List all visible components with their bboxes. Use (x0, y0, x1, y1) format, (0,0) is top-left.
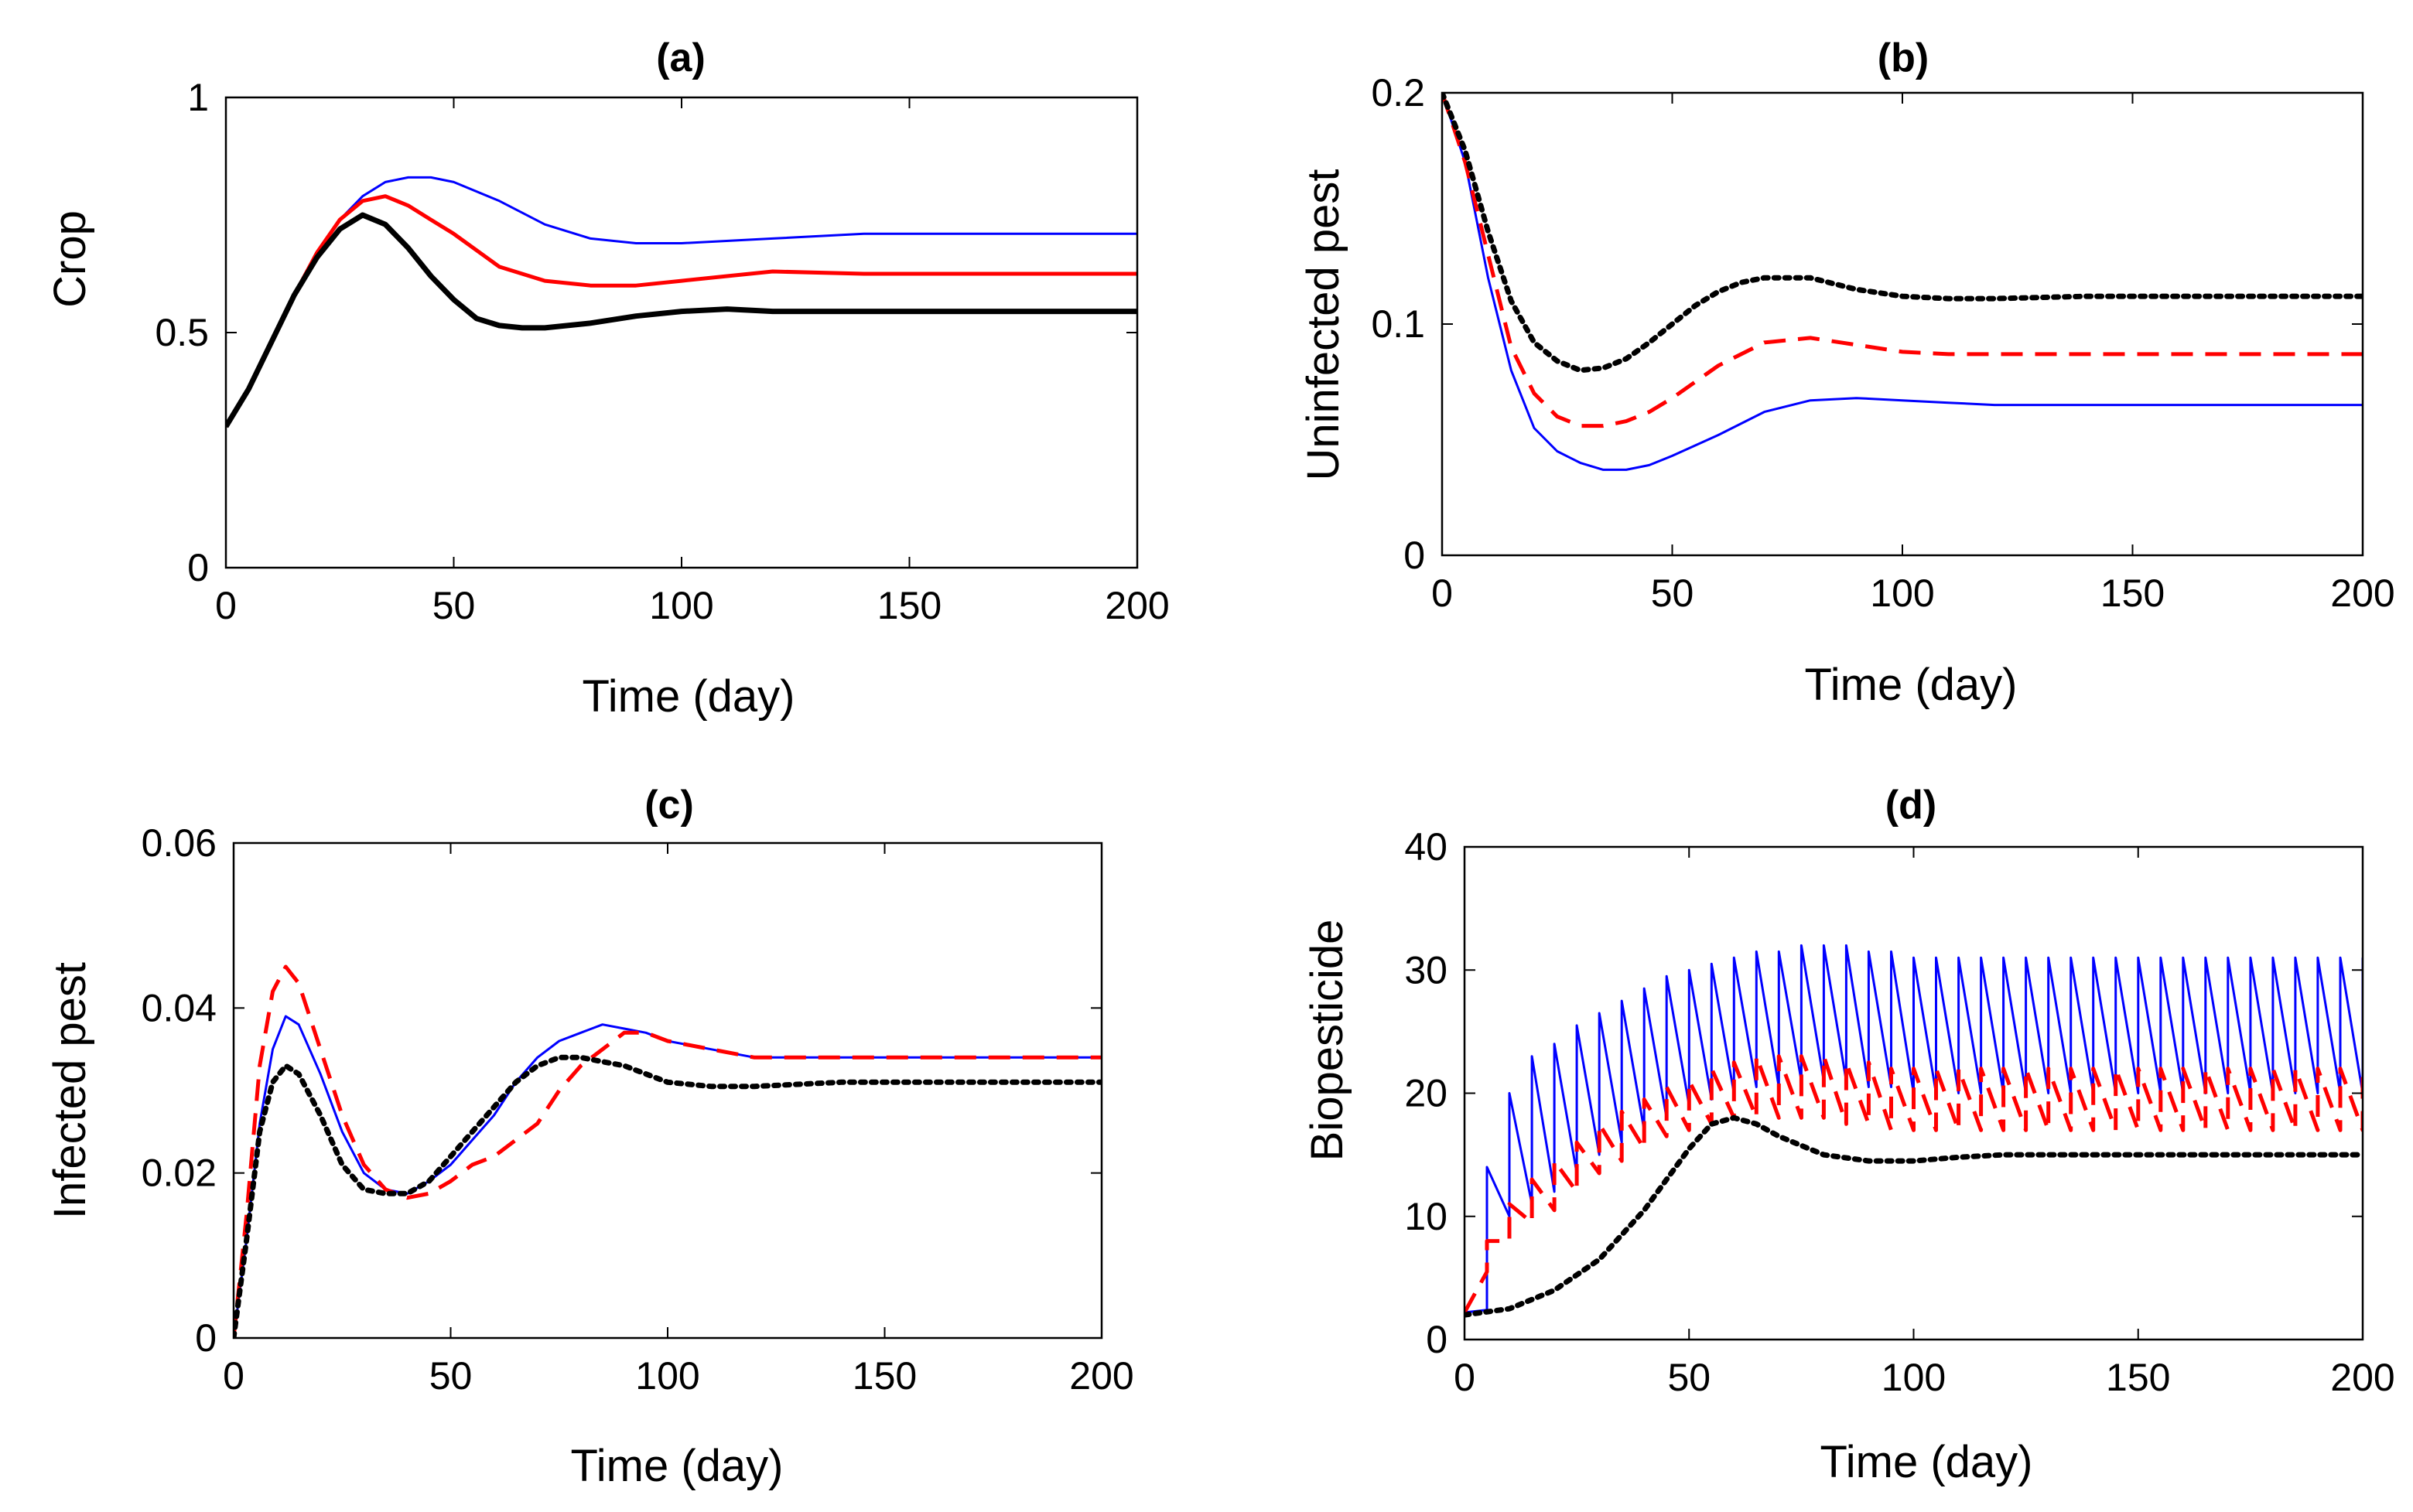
y-tick-label: 10 (1404, 1195, 1447, 1238)
x-tick-label: 200 (1105, 584, 1169, 627)
x-tick-label: 0 (223, 1354, 244, 1398)
series-black-line (1442, 93, 2363, 374)
y-tick-label: 0.06 (142, 821, 217, 865)
x-tick-label: 100 (635, 1354, 699, 1398)
y-tick-label: 0.02 (142, 1152, 217, 1195)
y-tick-label: 0.1 (1371, 302, 1425, 346)
panel-a: (a) Time (day) Crop 0 50 100 150 200 0 0.5 1 (45, 36, 1170, 722)
x-tick-label: 50 (429, 1354, 473, 1398)
x-tick-label: 150 (2106, 1356, 2170, 1399)
panel-b: (b) Time (day) Uninfected pest 0 50 100 150… (1298, 36, 2395, 710)
x-tick-label: 200 (1069, 1354, 1133, 1398)
x-tick-label: 0 (1431, 572, 1453, 615)
y-tick-label: 0 (1426, 1318, 1447, 1361)
panel-b-ylabel: Uninfected pest (1298, 169, 1348, 480)
panel-c-xlabel: Time (day) (571, 1441, 784, 1491)
x-tick-label: 100 (1882, 1356, 1946, 1399)
y-tick-label: 1 (187, 76, 209, 119)
panel-d-ylabel: Biopesticide (1302, 920, 1352, 1162)
series-black-line (1465, 1114, 2363, 1318)
x-tick-label: 50 (1667, 1356, 1711, 1399)
y-tick-label: 0.2 (1371, 71, 1425, 114)
x-tick-label: 150 (877, 584, 942, 627)
x-tick-label: 50 (1651, 572, 1694, 615)
x-tick-label: 150 (2100, 572, 2165, 615)
x-tick-label: 150 (853, 1354, 917, 1398)
y-tick-label: 0 (187, 546, 209, 589)
y-tick-label: 30 (1404, 948, 1447, 992)
panel-b-xlabel: Time (day) (1805, 660, 2018, 710)
y-tick-label: 0.04 (142, 986, 217, 1029)
x-tick-label: 0 (1454, 1356, 1475, 1399)
x-tick-label: 200 (2330, 1356, 2394, 1399)
series-black-line (234, 1054, 1102, 1338)
series-red-line (1465, 1054, 2363, 1314)
panel-a-ylabel: Crop (45, 210, 95, 308)
panel-b-title: (b) (1878, 36, 1929, 80)
x-tick-label: 200 (2330, 572, 2394, 615)
y-tick-label: 20 (1404, 1072, 1447, 1115)
series-black-line (226, 212, 1137, 428)
panel-a-xlabel: Time (day) (583, 671, 795, 722)
panel-d-xlabel: Time (day) (1820, 1437, 2033, 1487)
panel-a-title: (a) (656, 36, 706, 80)
series-blue-line (1442, 93, 2363, 471)
y-tick-label: 40 (1404, 825, 1447, 869)
series-red-line (234, 964, 1102, 1338)
panel-c-title: (c) (644, 783, 694, 828)
x-tick-label: 50 (432, 584, 476, 627)
panel-0-plot-area (226, 176, 1137, 428)
y-tick-label: 0 (195, 1316, 217, 1360)
panel-3-plot-area (1465, 944, 2363, 1318)
panel-1-plot-area (1442, 93, 2363, 471)
x-tick-label: 100 (649, 584, 713, 627)
y-tick-label: 0.5 (155, 311, 209, 354)
x-tick-label: 0 (215, 584, 237, 627)
panel-d-title: (d) (1885, 783, 1936, 828)
panel-2-plot-area (234, 964, 1102, 1338)
panel-d: (d) Time (day) Biopesticide 0 50 100 150 200… (1302, 783, 2395, 1487)
panel-c-ylabel: Infected pest (45, 962, 95, 1219)
x-tick-label: 100 (1870, 572, 1934, 615)
y-tick-label: 0 (1403, 534, 1425, 577)
series-red-line (1442, 93, 2363, 428)
series-blue-line (1465, 944, 2363, 1314)
panel-c: (c) Time (day) Infected pest 0 50 100 150 20… (45, 783, 1134, 1491)
